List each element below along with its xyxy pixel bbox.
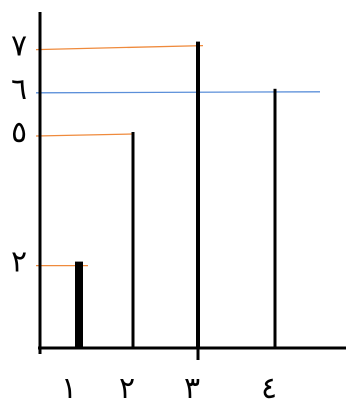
- bar-2: [131, 132, 135, 348]
- x-tick-label-2: ٢: [119, 371, 135, 406]
- tick-labels: ٢ ٥ ٧ ٦ ١ ٢ ٣ ٤: [11, 29, 277, 406]
- reference-line-7: [35, 44, 204, 51]
- x-tick-label-4: ٤: [261, 371, 277, 406]
- y-tick-label-7: ٧: [11, 29, 27, 64]
- y-tick-label-5: ٥: [11, 115, 27, 150]
- axes: [38, 12, 346, 360]
- y-tick-label-6: ٦: [11, 72, 27, 107]
- reference-line-5: [35, 133, 134, 137]
- y-tick-label-2: ٢: [11, 245, 27, 280]
- reference-lines: [35, 44, 321, 267]
- x-tick-label-1: ١: [61, 371, 77, 406]
- bar-1: [75, 261, 83, 348]
- x-tick-label-3: ٣: [184, 371, 200, 406]
- reference-line-6: [35, 91, 321, 94]
- bar-4: [273, 88, 277, 349]
- bars: [75, 41, 277, 349]
- bar-3: [196, 41, 200, 348]
